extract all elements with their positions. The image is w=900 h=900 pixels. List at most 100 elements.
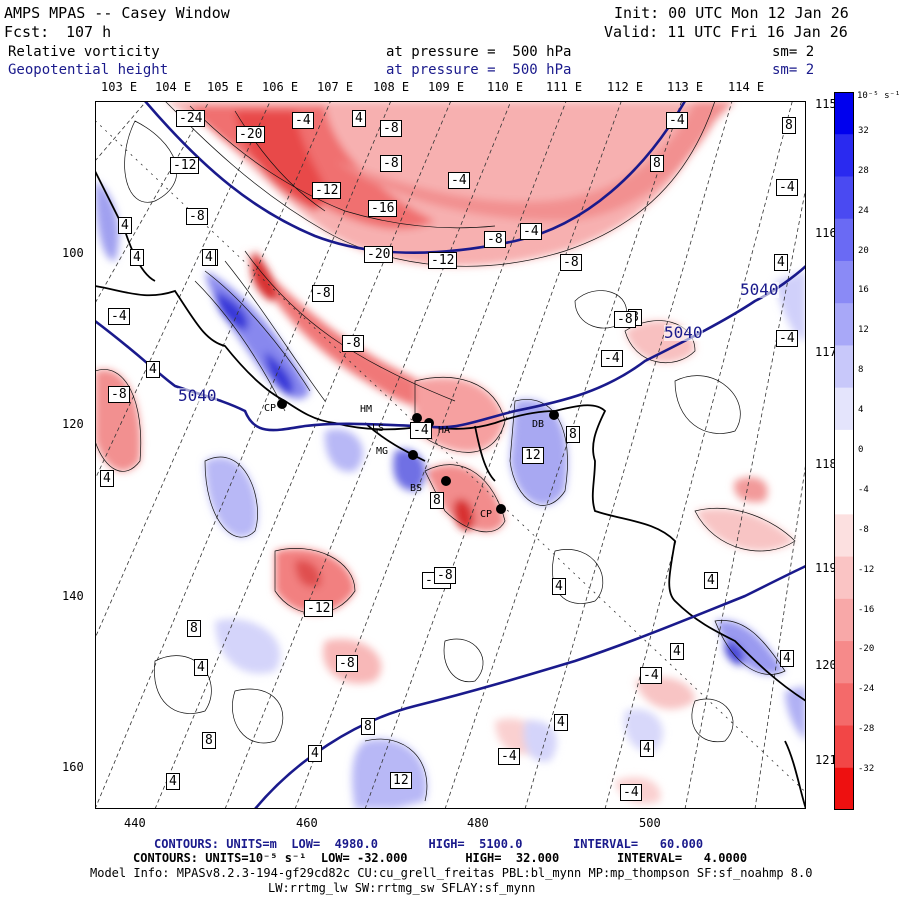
vorticity-contour-label: -4 <box>666 112 688 129</box>
vorticity-contour-label: 4 <box>774 254 788 271</box>
colorbar-segment <box>834 514 854 558</box>
lon-label-105: 105 E <box>207 80 244 94</box>
vorticity-contour-label: -12 <box>428 252 458 269</box>
vorticity-contour-label: -8 <box>186 208 208 225</box>
station-label: BS <box>410 483 423 494</box>
vorticity-contour-label: 8 <box>782 117 796 134</box>
colorbar-segment <box>834 345 854 389</box>
vorticity-contour-label: -8 <box>312 285 334 302</box>
colorbar-segment <box>834 725 854 769</box>
station-marker <box>496 504 506 514</box>
vorticity-contour-label: 8 <box>566 426 580 443</box>
colorbar-tick-label: -24 <box>858 684 875 695</box>
vorticity-contour-label: 4 <box>704 572 718 589</box>
vorticity-contour-label: -8 <box>336 655 358 672</box>
vorticity-contour-label: 12 <box>522 447 544 464</box>
colorbar-tick-label: -8 <box>858 524 869 535</box>
colorbar-segment <box>834 134 854 177</box>
colorbar-segment <box>834 683 854 727</box>
vorticity-contour-label: 4 <box>202 249 216 266</box>
vorticity-contour-label: -8 <box>614 311 636 328</box>
station-marker <box>549 410 559 420</box>
lon-label-113: 113 E <box>667 80 704 94</box>
colorbar-tick-label: -16 <box>858 604 875 615</box>
station-label: DB <box>532 419 545 430</box>
colorbar-tick-label: -12 <box>858 564 875 575</box>
lon-label-104: 104 E <box>155 80 192 94</box>
vorticity-contour-label: -4 <box>620 784 642 801</box>
station-marker <box>412 413 422 423</box>
y-tick-120: 120 <box>62 417 84 431</box>
colorbar-frame <box>834 92 854 810</box>
colorbar-segment <box>834 260 854 304</box>
vorticity-contour-label: -8 <box>560 254 582 271</box>
vorticity-contour-label: 4 <box>640 740 654 757</box>
vorticity-contour-label: 4 <box>352 110 366 127</box>
vorticity-contour-label: 4 <box>308 745 322 762</box>
vorticity-contour-label: -20 <box>236 126 266 143</box>
lon-label-114: 114 E <box>728 80 765 94</box>
station-marker <box>277 399 287 409</box>
y-tick-140: 140 <box>62 589 84 603</box>
station-label: HA <box>438 425 451 436</box>
lon-label-110: 110 E <box>487 80 524 94</box>
lon-label-103: 103 E <box>101 80 138 94</box>
field-2-smooth: sm= 2 <box>772 62 815 78</box>
vorticity-contour-label: -8 <box>484 231 506 248</box>
colorbar-segment <box>834 598 854 642</box>
vorticity-contour-label: -12 <box>304 600 334 617</box>
vorticity-contour-label: -24 <box>176 110 206 127</box>
vorticity-contour-label: -8 <box>380 155 402 172</box>
colorbar-tick-label: 32 <box>858 125 869 136</box>
vorticity-contour-label: 4 <box>780 650 794 667</box>
init-time: Init: 00 UTC Mon 12 Jan 26 <box>614 4 849 22</box>
vorticity-contour-label: 4 <box>100 470 114 487</box>
contours-height-info: CONTOURS: UNITS=m LOW= 4980.0 HIGH= 5100… <box>154 837 704 851</box>
colorbar-tick-label: -32 <box>858 764 875 775</box>
vorticity-contour-label: 4 <box>118 217 132 234</box>
station-label: LS <box>372 423 385 434</box>
map-title: AMPS MPAS -- Casey Window <box>4 4 230 22</box>
vorticity-contour-label: 12 <box>390 772 412 789</box>
station-label: CP <box>480 509 493 520</box>
colorbar-tick-label: -20 <box>858 644 875 655</box>
colorbar <box>834 92 854 810</box>
colorbar-tick-label: -4 <box>858 484 869 495</box>
colorbar-tick-label: 16 <box>858 285 869 296</box>
vorticity-contour-label: -4 <box>640 667 662 684</box>
vorticity-contour-label: -8 <box>434 567 456 584</box>
x-tick-440: 440 <box>124 816 146 830</box>
vorticity-contour-label: -8 <box>108 386 130 403</box>
colorbar-segment <box>834 218 854 262</box>
colorbar-segment <box>834 767 854 810</box>
vorticity-contour-label: -4 <box>108 308 130 325</box>
forecast-label: Fcst: <box>4 23 50 41</box>
x-tick-460: 460 <box>296 816 318 830</box>
vorticity-contour-label: 8 <box>361 718 375 735</box>
height-contour-label: 5040 <box>178 386 217 405</box>
lon-label-106: 106 E <box>262 80 299 94</box>
graticule <box>95 101 806 809</box>
colorbar-tick-label: 0 <box>858 445 864 455</box>
vorticity-contour-label: -8 <box>342 335 364 352</box>
colorbar-unit: 10⁻⁵ s⁻¹ <box>857 91 900 101</box>
field-1-level: at pressure = 500 hPa <box>386 44 572 60</box>
vorticity-contour-label: -8 <box>380 120 402 137</box>
map-panel[interactable] <box>95 101 806 809</box>
lon-label-111: 111 E <box>546 80 583 94</box>
height-contour-label: 5040 <box>664 323 703 342</box>
colorbar-tick-label: 28 <box>858 165 869 176</box>
lon-label-108: 108 E <box>373 80 410 94</box>
vorticity-contour-label: 8 <box>650 155 664 172</box>
field-2-level: at pressure = 500 hPa <box>386 62 572 78</box>
vorticity-contour-label: -4 <box>410 422 432 439</box>
vorticity-contour-label: 4 <box>554 714 568 731</box>
forecast-hour: 107 h <box>66 23 112 41</box>
colorbar-segment <box>834 472 854 515</box>
field-1-name: Relative vorticity <box>8 44 160 60</box>
vorticity-contour-label: -12 <box>312 182 342 199</box>
colorbar-tick-label: 8 <box>858 365 864 376</box>
colorbar-segment <box>834 556 854 600</box>
colorbar-segment <box>834 429 854 473</box>
lon-label-107: 107 E <box>317 80 354 94</box>
